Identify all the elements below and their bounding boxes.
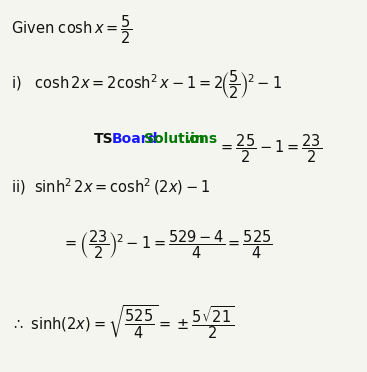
Text: $= \left(\dfrac{23}{2}\right)^{\!2} - 1 = \dfrac{529-4}{4} = \dfrac{525}{4}$: $= \left(\dfrac{23}{2}\right)^{\!2} - 1 …	[62, 229, 273, 262]
Text: i)   $\cosh 2x = 2\cosh^2 x - 1 = 2\!\left(\dfrac{5}{2}\right)^{\!2} - 1$: i) $\cosh 2x = 2\cosh^2 x - 1 = 2\!\left…	[11, 69, 282, 102]
Text: TS: TS	[94, 132, 113, 146]
Text: $\therefore\ \sinh(2x) = \sqrt{\dfrac{525}{4}} = \pm\dfrac{5\sqrt{21}}{2}$: $\therefore\ \sinh(2x) = \sqrt{\dfrac{52…	[11, 303, 235, 341]
Text: ii)  $\sinh^2 2x = \cosh^2(2x) - 1$: ii) $\sinh^2 2x = \cosh^2(2x) - 1$	[11, 177, 210, 198]
Text: $= \dfrac{25}{2} - 1 = \dfrac{23}{2}$: $= \dfrac{25}{2} - 1 = \dfrac{23}{2}$	[218, 132, 323, 165]
Text: Solutions: Solutions	[144, 132, 217, 146]
Text: .in: .in	[186, 132, 206, 146]
Text: Given $\cosh x = \dfrac{5}{2}$: Given $\cosh x = \dfrac{5}{2}$	[11, 13, 132, 46]
Text: Board: Board	[112, 132, 159, 146]
